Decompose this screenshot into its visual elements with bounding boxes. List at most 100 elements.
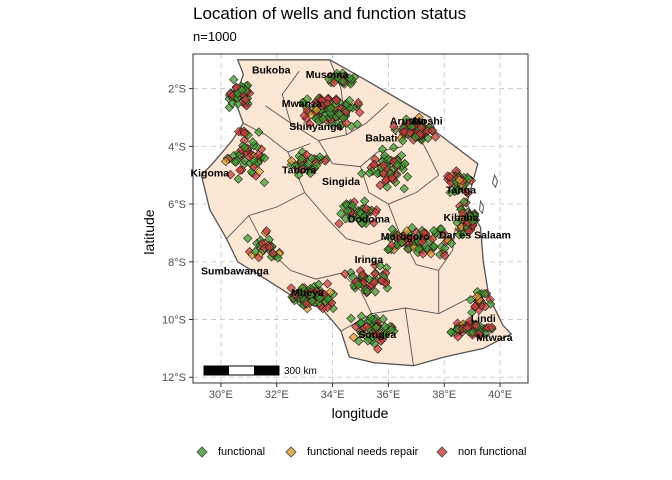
well-point-non-functional bbox=[369, 159, 379, 170]
well-point-functional bbox=[231, 157, 241, 167]
well-point-non-functional bbox=[417, 237, 427, 247]
city-label: Singida bbox=[322, 176, 360, 188]
city-label: Tabora bbox=[282, 164, 316, 176]
well-point-non-functional bbox=[268, 248, 278, 258]
well-point-functional bbox=[356, 318, 366, 328]
well-point-non-functional bbox=[377, 276, 387, 286]
island-outline bbox=[478, 199, 485, 215]
well-point-functional bbox=[324, 74, 334, 84]
well-point-non-functional bbox=[264, 242, 275, 252]
well-point-functional bbox=[337, 76, 348, 86]
well-point-functional bbox=[396, 150, 407, 161]
well-point-functional bbox=[377, 144, 388, 154]
well-point-functional bbox=[410, 132, 421, 142]
well-point-functional bbox=[315, 293, 325, 303]
well-point-non-functional bbox=[369, 218, 379, 228]
legend-key-functional-needs-repair bbox=[285, 446, 297, 458]
well-point-non-functional bbox=[462, 323, 473, 333]
well-point-functional bbox=[429, 226, 439, 236]
well-point-non-functional bbox=[378, 160, 389, 170]
well-point-functional bbox=[340, 214, 351, 224]
y-tick-label: 12°S bbox=[162, 372, 186, 384]
well-point-non-functional bbox=[331, 95, 342, 106]
well-point-functional bbox=[436, 224, 446, 234]
well-point-functional bbox=[366, 313, 376, 323]
well-point-functional bbox=[311, 160, 322, 171]
legend: functional functional needs repair non f… bbox=[0, 446, 672, 466]
well-point-non-functional bbox=[387, 173, 397, 183]
well-point-non-functional bbox=[445, 172, 455, 182]
well-point-non-functional bbox=[244, 152, 255, 162]
well-point-functional bbox=[290, 161, 300, 171]
well-point-non-functional bbox=[353, 98, 363, 108]
city-label: Tanga bbox=[446, 185, 476, 197]
well-point-functional bbox=[273, 253, 283, 263]
well-point-functional bbox=[337, 68, 348, 78]
well-point-functional bbox=[314, 279, 324, 290]
well-point-functional bbox=[399, 183, 409, 194]
well-point-functional bbox=[250, 247, 260, 257]
well-point-needs-repair bbox=[457, 214, 468, 224]
legend-label: functional bbox=[218, 446, 266, 458]
city-label: Bukoba bbox=[252, 64, 291, 76]
scale-bar: 300 km bbox=[203, 365, 317, 377]
well-point-non-functional bbox=[370, 269, 380, 279]
y-tick-label: 6°S bbox=[168, 199, 186, 211]
well-point-functional bbox=[452, 217, 462, 228]
well-point-functional bbox=[346, 213, 357, 223]
x-tick-label: 40°E bbox=[488, 389, 512, 401]
legend-label: functional needs repair bbox=[307, 446, 419, 458]
well-point-non-functional bbox=[358, 270, 368, 280]
x-tick-label: 30°E bbox=[209, 389, 233, 401]
well-point-non-functional bbox=[463, 188, 473, 199]
island-outline bbox=[491, 173, 499, 189]
well-point-non-functional bbox=[470, 301, 480, 312]
well-point-non-functional bbox=[241, 94, 251, 105]
well-point-non-functional bbox=[317, 101, 327, 111]
well-point-functional bbox=[354, 336, 364, 346]
y-tick-label: 2°S bbox=[168, 84, 186, 96]
x-tick-label: 34°E bbox=[321, 389, 345, 401]
well-point-non-functional bbox=[391, 232, 401, 242]
well-point-functional bbox=[259, 177, 270, 188]
well-point-functional bbox=[362, 286, 372, 297]
well-point-non-functional bbox=[373, 344, 383, 354]
well-point-needs-repair bbox=[348, 332, 359, 342]
well-point-non-functional bbox=[361, 204, 372, 214]
city-label: Moshi bbox=[412, 115, 442, 127]
well-point-non-functional bbox=[261, 226, 272, 236]
well-point-functional bbox=[305, 168, 316, 179]
well-point-non-functional bbox=[427, 234, 438, 244]
well-point-non-functional bbox=[239, 128, 250, 138]
region-border bbox=[226, 192, 305, 240]
well-point-functional bbox=[356, 311, 367, 321]
well-point-functional bbox=[480, 289, 490, 299]
well-point-functional bbox=[343, 206, 353, 216]
well-point-functional bbox=[264, 234, 274, 245]
well-point-non-functional bbox=[253, 150, 264, 160]
scale-bar-segment bbox=[254, 366, 279, 375]
x-axis-title: longitude bbox=[332, 405, 389, 421]
city-label: Babati bbox=[365, 133, 397, 145]
scale-bar-segment bbox=[204, 366, 229, 375]
city-label: Sumbawanga bbox=[201, 265, 269, 277]
city-label: Dodoma bbox=[348, 214, 390, 226]
city-label: Iringa bbox=[355, 254, 384, 266]
well-point-non-functional bbox=[453, 332, 463, 342]
well-point-functional bbox=[446, 238, 457, 249]
well-point-functional bbox=[468, 216, 478, 226]
well-point-non-functional bbox=[419, 228, 429, 238]
well-point-functional bbox=[259, 153, 270, 163]
well-point-non-functional bbox=[289, 289, 300, 300]
well-point-functional bbox=[486, 299, 496, 309]
city-label: Kigoma bbox=[191, 167, 230, 179]
well-point-functional bbox=[233, 99, 243, 109]
well-point-non-functional bbox=[430, 132, 441, 142]
well-point-functional bbox=[254, 127, 264, 137]
well-point-non-functional bbox=[297, 164, 308, 175]
well-point-functional bbox=[345, 73, 355, 83]
well-point-non-functional bbox=[375, 180, 385, 190]
region-border bbox=[281, 71, 300, 124]
